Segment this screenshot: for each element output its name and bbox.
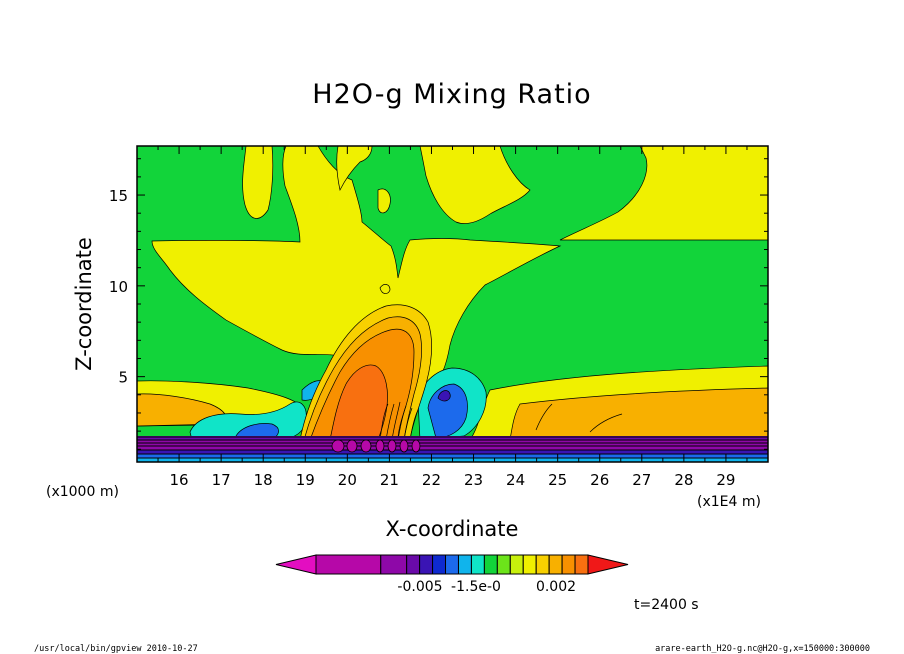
colorbar-swatch (380, 554, 408, 575)
colorbar-swatch (509, 554, 524, 575)
contour-right-darkblue (437, 390, 451, 402)
y-axis-label: Z-coordinate (72, 237, 96, 371)
x-tick-label: 23 (464, 471, 483, 489)
x-axis-label: X-coordinate (386, 517, 519, 541)
x-unit-label: (x1000 m) (46, 484, 119, 500)
contour-field (137, 146, 768, 462)
colorbar-label: 0.002 (536, 579, 576, 595)
x-axis: 16 17 18 19 20 21 22 23 24 25 26 27 28 29 (157, 146, 748, 489)
colorbar-swatch (561, 554, 576, 575)
y-axis: 5 10 15 (109, 158, 768, 450)
contour-top-yellow-hook (377, 188, 391, 214)
x-tick-label: 20 (338, 471, 357, 489)
x-tick-label: 21 (380, 471, 399, 489)
contour-upper-yellow (151, 146, 562, 389)
y-tick-label: 5 (118, 369, 128, 387)
colorbar (275, 554, 629, 575)
contour-top-yellow-mid (336, 146, 373, 192)
x-tick-label: 18 (254, 471, 273, 489)
colorbar-swatch (432, 554, 447, 575)
footer-right: arare-earth_H2O-g.nc@H2O-g,x=150000:3000… (655, 644, 870, 654)
colorbar-label: -1.5e-0 (451, 579, 501, 595)
time-label: t=2400 s (634, 597, 699, 613)
x-tick-label: 27 (632, 471, 651, 489)
y-tick-label: 15 (109, 187, 128, 205)
contour-right-lowlevel-orange (509, 387, 768, 441)
contour-top-yellow-right (419, 146, 531, 224)
x-tick-label: 25 (548, 471, 567, 489)
surface-band-blue (137, 454, 768, 458)
x-tick-label: 24 (506, 471, 525, 489)
surface-wave-cells (331, 439, 421, 453)
colorbar-swatch (535, 554, 550, 575)
colorbar-low-triangle (275, 554, 317, 575)
surface-band-navy (137, 450, 768, 454)
x-tick-label: 16 (170, 471, 189, 489)
colorbar-swatch (522, 554, 537, 575)
footer-left: /usr/local/bin/gpview 2010-10-27 (34, 644, 198, 654)
colorbar-swatch (419, 554, 434, 575)
colorbar-swatch (496, 554, 511, 575)
contour-top-yellow-far-right (559, 146, 768, 241)
x-tick-label: 19 (296, 471, 315, 489)
colorbar-swatch (457, 554, 472, 575)
y-tick-label: 10 (109, 278, 128, 296)
colorbar-high-triangle (587, 554, 629, 575)
colorbar-swatch (315, 554, 382, 575)
x-tick-label: 17 (212, 471, 231, 489)
colorbar-swatch (548, 554, 563, 575)
x-tick-label: 26 (590, 471, 609, 489)
chart-title: H2O-g Mixing Ratio (312, 79, 591, 110)
x-tick-label: 22 (422, 471, 441, 489)
colorbar-labels: -0.005 -1.5e-0 0.002 (397, 579, 576, 595)
contour-top-yellow-left (242, 146, 274, 219)
contour-plume-core (329, 364, 388, 441)
colorbar-swatch (406, 554, 421, 575)
colorbar-label: -0.005 (397, 579, 442, 595)
colorbar-swatch (574, 554, 589, 575)
x-tick-label: 29 (716, 471, 735, 489)
x-secondary-unit-label: (x1E4 m) (697, 494, 761, 510)
contour-small-yellow (379, 284, 391, 294)
colorbar-swatch (483, 554, 498, 575)
colorbar-swatch (470, 554, 485, 575)
x-tick-label: 28 (674, 471, 693, 489)
surface-band-violet (137, 440, 768, 450)
colorbar-swatch (445, 554, 459, 575)
